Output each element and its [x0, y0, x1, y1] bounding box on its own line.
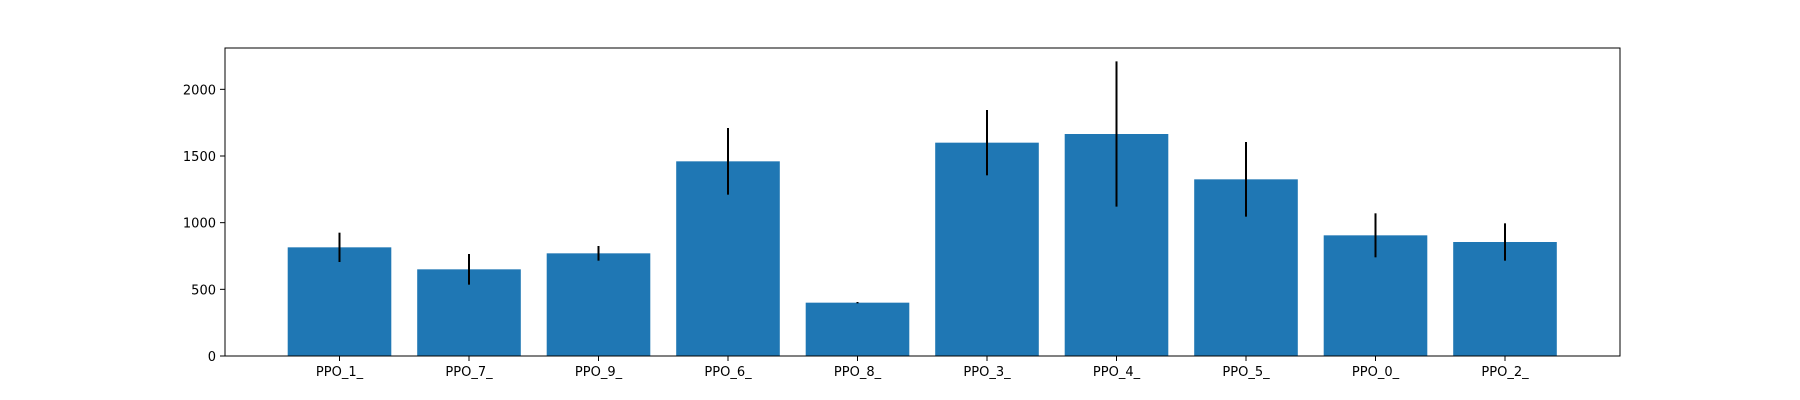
x-tick-label: PPO_6_: [704, 365, 752, 380]
bar-ppo-3: [935, 142, 1039, 356]
x-tick-label: PPO_5_: [1222, 365, 1270, 380]
bar-ppo-8: [805, 302, 910, 356]
error-bars-layer: [338, 61, 1506, 304]
x-tick-label: PPO_9_: [575, 365, 623, 380]
x-tick-label: PPO_3_: [963, 365, 1011, 380]
x-tick-label: PPO_7_: [445, 365, 493, 380]
x-tick-label: PPO_4_: [1093, 365, 1141, 380]
y-tick-label: 2000: [183, 83, 216, 98]
x-tick-label: PPO_0_: [1352, 365, 1400, 380]
x-tick-label: PPO_8_: [834, 365, 882, 380]
x-tick-label: PPO_2_: [1481, 365, 1529, 380]
y-tick-label: 1000: [183, 217, 216, 232]
y-axis: 0 500 1000 1500 2000: [183, 83, 225, 365]
x-axis: PPO_1_ PPO_7_ PPO_9_ PPO_6_ PPO_8_ PPO_3_ PPO_…: [316, 356, 1529, 380]
plot-frame: [224, 47, 1621, 357]
bar-ppo-9: [546, 253, 651, 356]
bar-ppo-1: [287, 247, 392, 356]
y-tick-label: 500: [191, 283, 216, 298]
y-tick-label: 0: [208, 350, 216, 365]
bar-ppo-2: [1453, 242, 1557, 356]
x-tick-label: PPO_1_: [316, 365, 364, 380]
y-tick-label: 1500: [183, 150, 216, 165]
bars-layer: [287, 134, 1557, 356]
